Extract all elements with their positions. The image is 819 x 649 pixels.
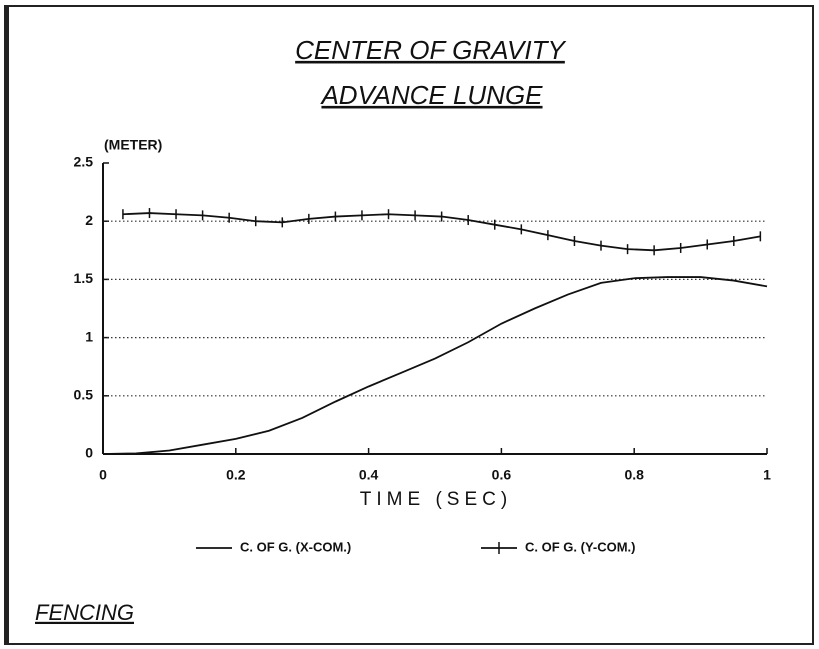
y-tick-label: 0 <box>85 445 93 461</box>
x-tick-label: 1 <box>763 467 771 483</box>
legend-label: C. OF G. (X-COM.) <box>240 539 351 554</box>
x-tick-label: 0.2 <box>226 467 246 483</box>
x-tick-label: 0.8 <box>624 467 644 483</box>
x-tick-label: 0.4 <box>359 467 379 483</box>
y-tick-label: 1 <box>85 328 93 344</box>
x-tick-label: 0 <box>99 467 107 483</box>
legend-label: C. OF G. (Y-COM.) <box>525 539 636 554</box>
chart-subtitle: ADVANCE LUNGE <box>319 80 543 110</box>
x-axis-label: TIME (SEC) <box>360 489 512 510</box>
x-tick-label: 0.6 <box>492 467 512 483</box>
y-tick-label: 2 <box>85 212 93 228</box>
y-tick-label: 0.5 <box>74 387 94 403</box>
series-line <box>102 276 768 455</box>
footer: FENCING <box>35 600 134 625</box>
y-tick-label: 1.5 <box>74 270 94 286</box>
y-tick-label: 2.5 <box>74 154 94 170</box>
y-axis-label: (METER) <box>104 137 162 153</box>
chart-title: CENTER OF GRAVITY <box>295 35 566 65</box>
